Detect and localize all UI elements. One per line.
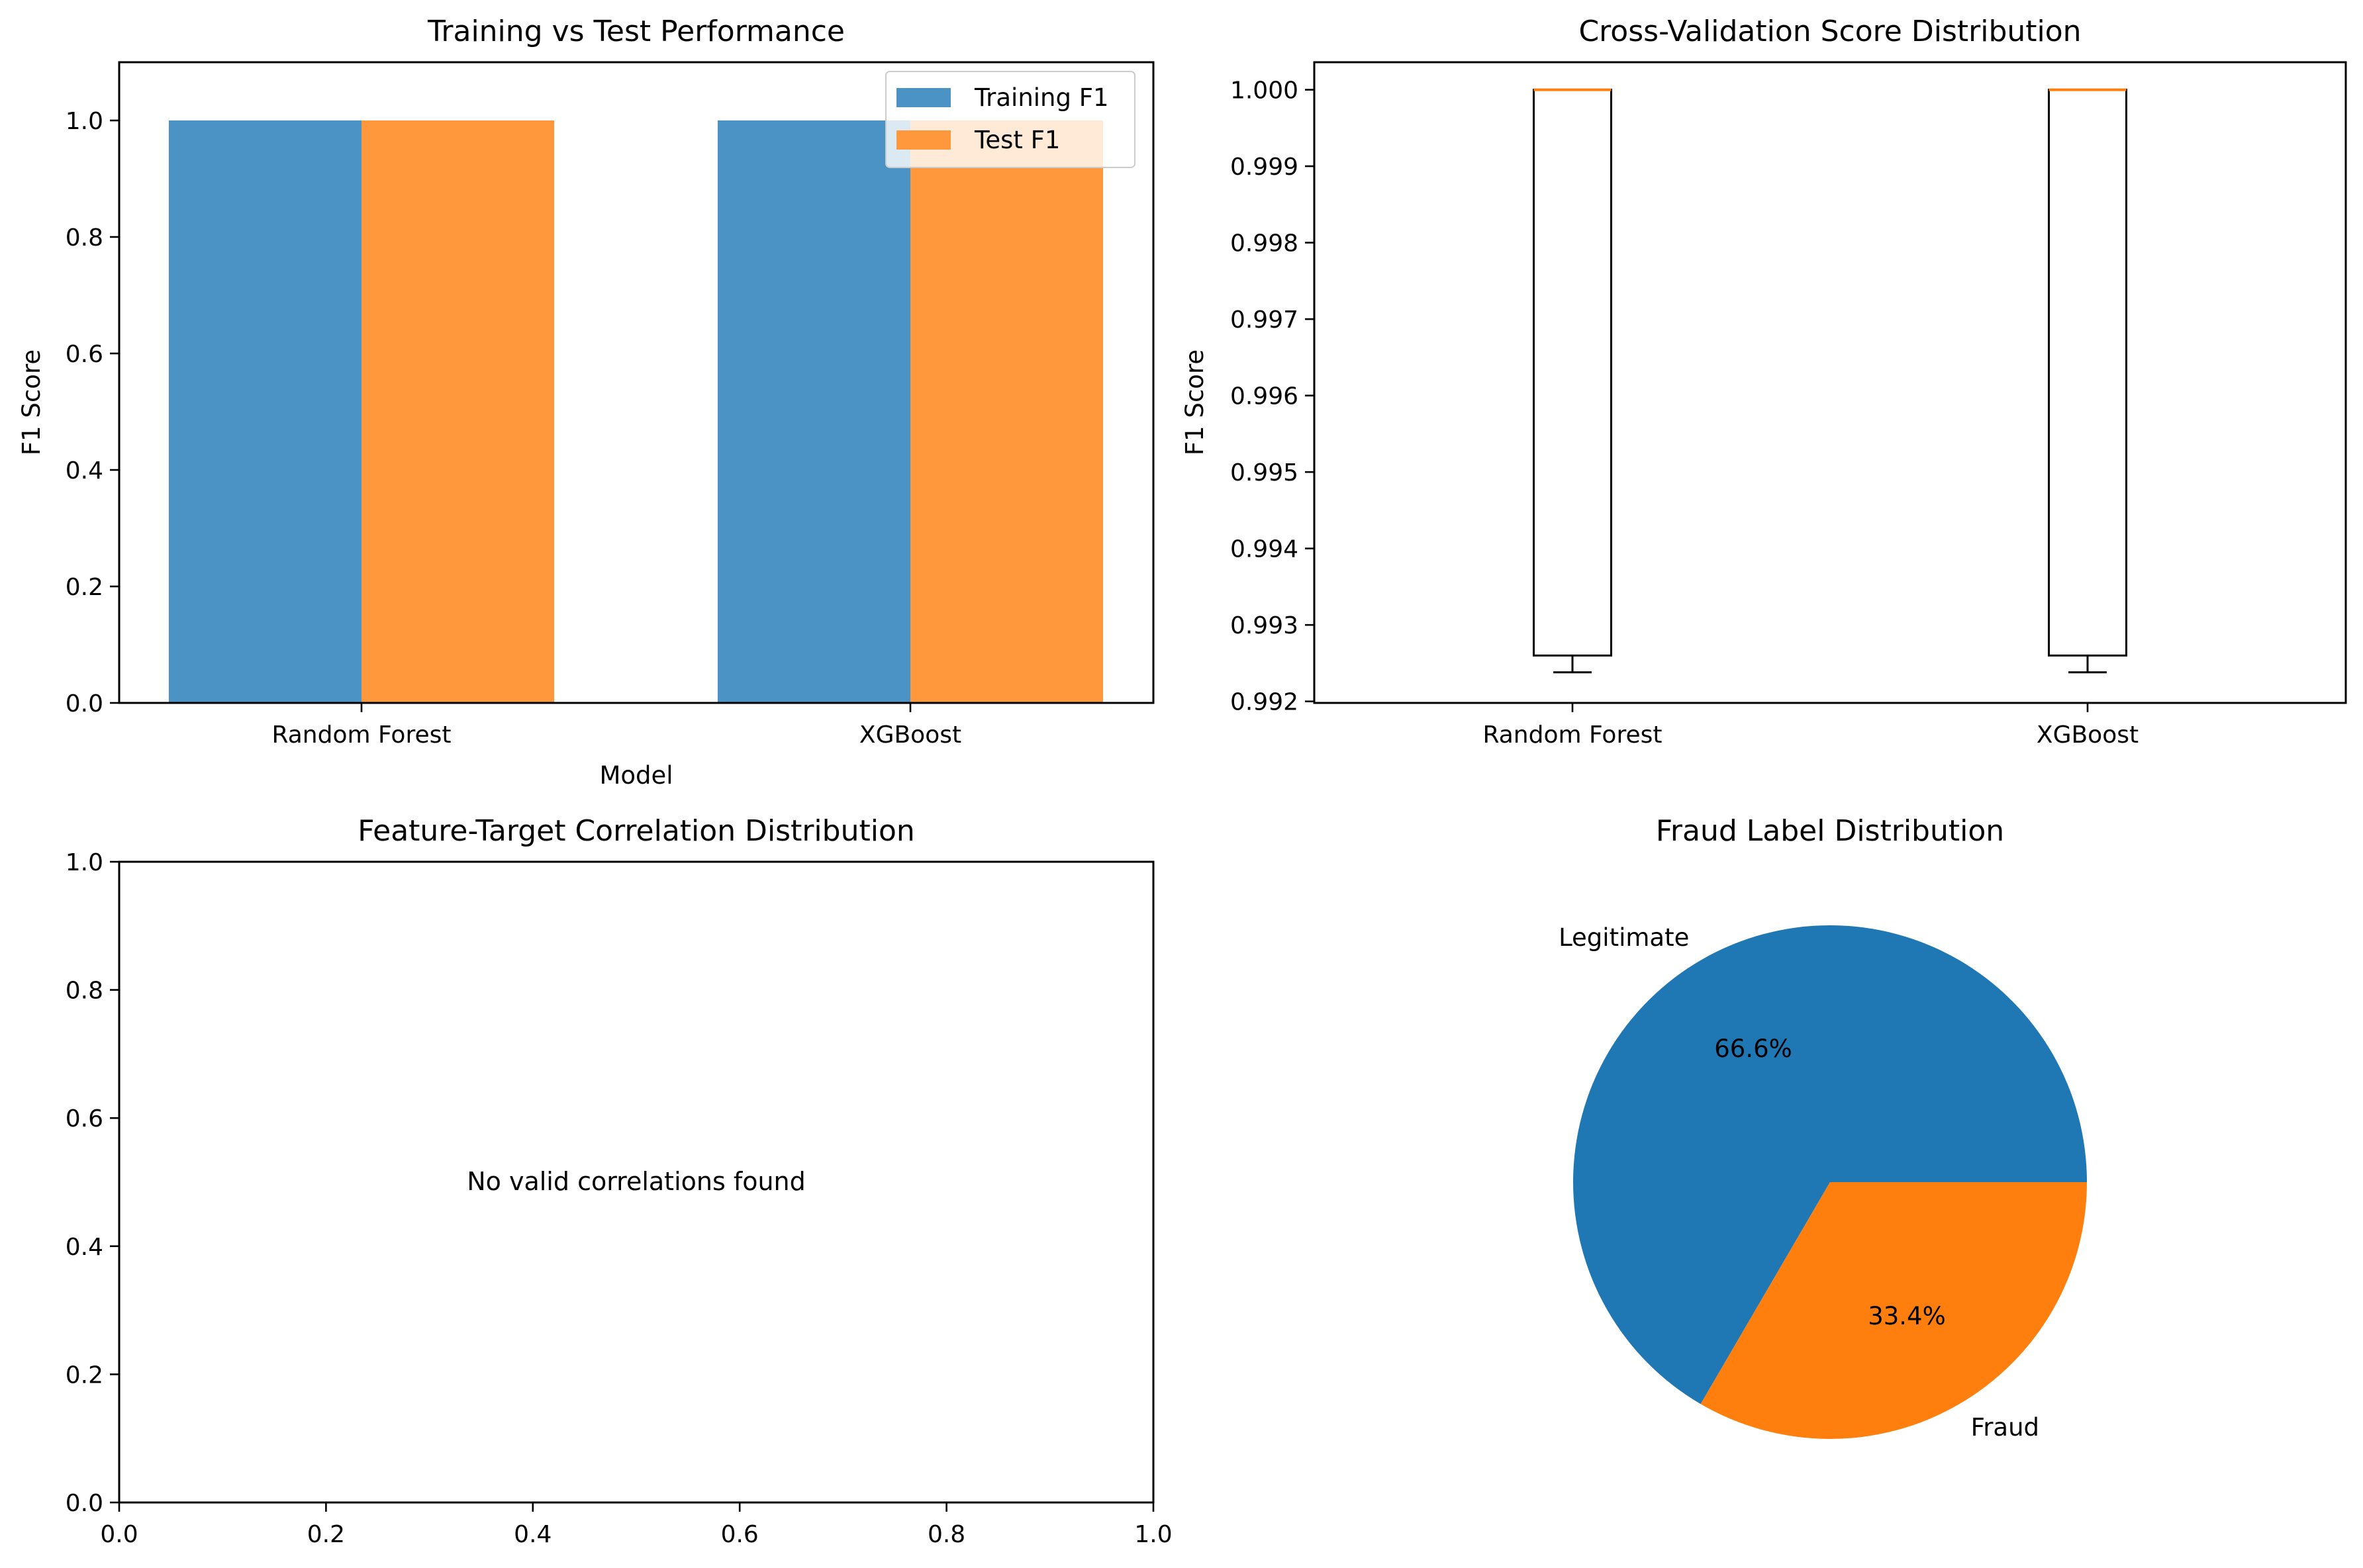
y-tick-label: 0.997 [1230, 306, 1298, 334]
y-tick-label: 0.4 [66, 1234, 103, 1261]
pie-chart-title: Fraud Label Distribution [1656, 814, 2004, 848]
x-tick-label: 0.8 [928, 1521, 965, 1548]
bar-chart-ylabel: F1 Score [17, 349, 46, 455]
y-tick-label: 0.0 [66, 1490, 103, 1517]
x-tick-label: 0.2 [307, 1521, 345, 1548]
no-correlations-message: No valid correlations found [467, 1167, 806, 1196]
box-plot-axes: 0.992 0.993 0.994 0.995 0.996 0.997 0.998 0.999… [1230, 61, 2347, 749]
box-plot-ylabel: F1 Score [1181, 349, 1209, 455]
bar-training-f1-xgboost [718, 120, 910, 703]
y-tick-label: 0.994 [1230, 536, 1298, 563]
x-tick-label: Random Forest [272, 721, 452, 749]
correlation-frame [118, 860, 1155, 1504]
legend-label-training: Training F1 [974, 83, 1109, 112]
bar-test-f1-xgboost [910, 120, 1103, 703]
bar-chart-panel: Training vs Test Performance 0.00.20.40.… [17, 15, 1155, 790]
correlation-title: Feature-Target Correlation Distribution [358, 814, 915, 848]
x-tick-label: XGBoost [2037, 721, 2139, 749]
y-tick-label: 0.2 [66, 574, 103, 601]
box-xgboost [2048, 89, 2127, 657]
bar-chart-axes: 0.0 0.2 0.4 0.6 0.8 1.0 Random Forest XGBoost [66, 61, 1155, 749]
x-tick-label: 0.6 [721, 1521, 759, 1548]
pie-label-legitimate: Legitimate [1559, 923, 1689, 952]
pie-label-fraud: Fraud [1971, 1413, 2039, 1442]
y-tick-label: 0.992 [1230, 689, 1298, 716]
y-tick-label: 0.6 [66, 341, 103, 368]
bar-chart-legend: Training F1 Test F1 [885, 71, 1135, 168]
pie-pct-legitimate: 66.6% [1714, 1035, 1792, 1063]
bar-chart-marks [169, 120, 1103, 703]
box-plot-panel: Cross-Validation Score Distribution 0.99… [1181, 15, 2347, 749]
box-random-forest [1533, 89, 1612, 657]
y-tick-label: 0.998 [1230, 230, 1298, 257]
y-tick-label: 0.6 [66, 1105, 103, 1132]
pie-chart-marks: Legitimate 66.6% Fraud 33.4% [1559, 923, 2087, 1442]
y-tick-label: 0.8 [66, 224, 103, 252]
bar-chart-frame [118, 61, 1155, 704]
x-tick-label: 0.4 [514, 1521, 552, 1548]
pie-pct-fraud: 33.4% [1868, 1302, 1946, 1330]
legend-swatch-test [896, 130, 951, 150]
y-tick-label: 0.4 [66, 457, 103, 484]
box-plot-title: Cross-Validation Score Distribution [1578, 15, 2081, 48]
legend-label-test: Test F1 [974, 126, 1060, 154]
pie-slice-fraud [1700, 1182, 2087, 1439]
y-tick-label: 1.000 [1230, 77, 1298, 105]
y-tick-label: 1.0 [66, 849, 103, 876]
bar-training-f1-random-forest [169, 120, 362, 703]
correlation-axes: 0.0 0.2 0.4 0.6 0.8 1.0 0.0 0.2 0.4 0.6 0.8 1.0 [66, 849, 1173, 1548]
y-tick-label: 0.999 [1230, 154, 1298, 181]
y-tick-label: 0.0 [66, 690, 103, 717]
y-tick-label: 0.993 [1230, 612, 1298, 639]
correlation-panel: Feature-Target Correlation Distribution … [66, 814, 1173, 1548]
x-tick-label: 0.0 [100, 1521, 138, 1548]
y-tick-label: 0.995 [1230, 459, 1298, 486]
bar-chart-title: Training vs Test Performance [427, 15, 845, 48]
bar-chart-xlabel: Model [599, 761, 673, 790]
x-tick-label: Random Forest [1483, 721, 1663, 749]
pie-chart-panel: Fraud Label Distribution Legitimate 66.6%… [1559, 814, 2087, 1442]
y-tick-label: 0.996 [1230, 383, 1298, 410]
legend-swatch-training [896, 88, 951, 107]
x-tick-label: 1.0 [1134, 1521, 1172, 1548]
x-tick-label: XGBoost [859, 721, 961, 749]
bar-test-f1-random-forest [362, 120, 554, 703]
y-tick-label: 0.8 [66, 978, 103, 1005]
pie-slice-legitimate [1573, 925, 2087, 1405]
y-tick-label: 1.0 [66, 108, 103, 135]
box-plot-marks [1533, 88, 2127, 674]
y-tick-label: 0.2 [66, 1361, 103, 1389]
box-plot-frame [1313, 61, 2347, 704]
